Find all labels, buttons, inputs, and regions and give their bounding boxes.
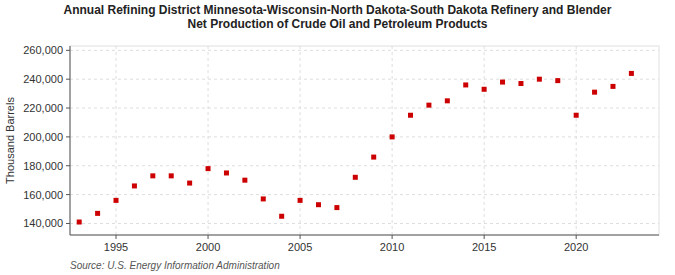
x-tick: [116, 235, 117, 239]
y-tick-label: 220,000: [23, 102, 63, 114]
annotation: Source: U.S. Energy Information Administ…: [70, 260, 280, 271]
y-axis-label: Thousand Barrels: [4, 97, 16, 184]
x-grid-line: [116, 46, 117, 235]
title: Net Production of Crude Oil and Petroleu…: [187, 17, 487, 31]
point: [353, 175, 358, 180]
point: [334, 205, 339, 210]
y-tick: [66, 223, 70, 224]
y-tick: [66, 194, 70, 195]
point: [206, 166, 211, 171]
y-grid-line: [70, 136, 659, 137]
x-tick-label: 2020: [564, 241, 588, 253]
x-grid-line: [484, 46, 485, 235]
point: [592, 90, 597, 95]
y-tick: [66, 108, 70, 109]
point: [610, 84, 615, 89]
point: [150, 173, 155, 178]
point: [298, 198, 303, 203]
point: [169, 173, 174, 178]
y-tick: [66, 136, 70, 137]
x-tick: [300, 235, 301, 239]
y-grid-line: [70, 108, 659, 109]
x-tick-label: 2000: [196, 241, 220, 253]
x-grid-line: [300, 46, 301, 235]
point: [574, 113, 579, 118]
point: [390, 134, 395, 139]
point: [629, 71, 634, 76]
point: [279, 214, 284, 219]
y-grid-line: [70, 50, 659, 51]
point: [445, 98, 450, 103]
point: [114, 198, 119, 203]
y-grid-line: [70, 223, 659, 224]
x-grid-line: [208, 46, 209, 235]
point: [371, 155, 376, 160]
x-tick: [484, 235, 485, 239]
point: [261, 196, 266, 201]
y-grid-line: [70, 165, 659, 166]
y-tick-label: 140,000: [23, 217, 63, 229]
point: [316, 202, 321, 207]
plot-area: [70, 46, 659, 235]
chart: Annual Refining District Minnesota-Wisco…: [0, 0, 675, 275]
point: [408, 113, 413, 118]
point: [518, 81, 523, 86]
y-tick: [66, 50, 70, 51]
x-tick: [392, 235, 393, 239]
y-tick: [66, 165, 70, 166]
point: [537, 77, 542, 82]
y-grid-line: [70, 79, 659, 80]
y-tick-label: 200,000: [23, 131, 63, 143]
data-points: [77, 71, 634, 225]
x-tick-label: 2015: [472, 241, 496, 253]
point: [242, 178, 247, 183]
point: [224, 170, 229, 175]
y-grid-line: [70, 194, 659, 195]
y-axis-line: [70, 46, 71, 235]
title: Annual Refining District Minnesota-Wisco…: [64, 3, 612, 17]
x-tick: [208, 235, 209, 239]
point: [187, 181, 192, 186]
y-tick-label: 260,000: [23, 44, 63, 56]
point: [463, 82, 468, 87]
x-axis-line: [70, 235, 659, 236]
point: [500, 80, 505, 85]
point: [426, 103, 431, 108]
grid: [70, 46, 659, 235]
point: [555, 78, 560, 83]
x-grid-line: [576, 46, 577, 235]
y-tick-label: 240,000: [23, 73, 63, 85]
point: [482, 87, 487, 92]
y-tick: [66, 79, 70, 80]
y-tick-label: 180,000: [23, 160, 63, 172]
x-tick-label: 2005: [288, 241, 312, 253]
x-tick-label: 2010: [380, 241, 404, 253]
point: [77, 220, 82, 225]
x-tick: [576, 235, 577, 239]
point: [132, 183, 137, 188]
point: [95, 211, 100, 216]
x-grid-line: [392, 46, 393, 235]
y-tick-label: 160,000: [23, 189, 63, 201]
x-tick-label: 1995: [104, 241, 128, 253]
